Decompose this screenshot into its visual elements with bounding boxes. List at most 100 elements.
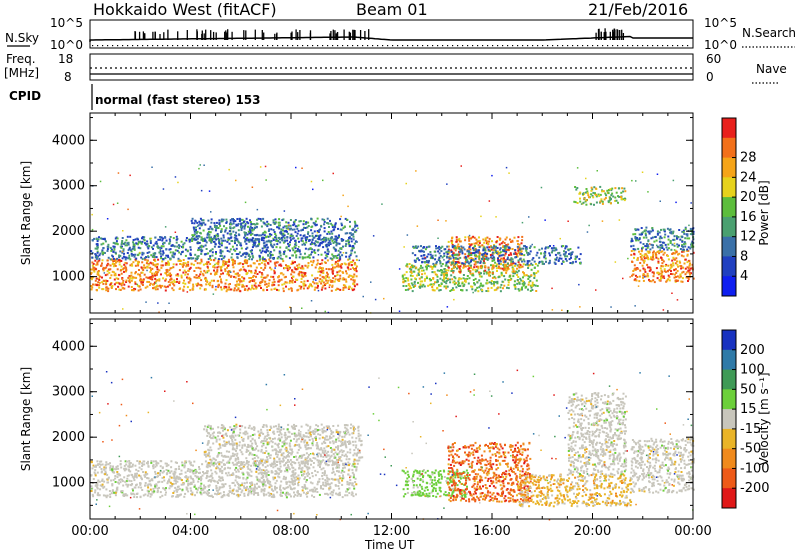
data-cell: [174, 281, 177, 283]
data-cell: [620, 191, 623, 194]
data-cell: [630, 240, 633, 242]
data-cell: [188, 460, 191, 463]
data-cell: [590, 189, 593, 192]
scatter-cell: [631, 179, 633, 182]
scatter-cell: [215, 285, 217, 288]
data-cell: [441, 256, 444, 259]
data-cell: [622, 190, 625, 193]
data-cell: [485, 256, 488, 259]
data-cell: [417, 245, 420, 248]
data-cell: [467, 250, 470, 253]
data-cell: [634, 248, 637, 251]
data-cell: [185, 239, 188, 242]
data-cell: [458, 277, 461, 280]
data-cell: [281, 239, 284, 242]
data-cell: [90, 250, 93, 253]
data-cell: [206, 270, 209, 273]
data-cell: [451, 245, 454, 248]
data-cell: [481, 290, 484, 293]
data-cell: [93, 237, 96, 240]
data-cell: [241, 263, 244, 266]
data-cell: [310, 226, 313, 229]
data-cell: [676, 260, 678, 263]
data-cell: [290, 289, 293, 292]
data-cell: [642, 243, 645, 245]
data-cell: [316, 259, 319, 262]
data-cell: [450, 240, 453, 243]
data-cell: [405, 285, 408, 287]
data-cell: [181, 488, 184, 491]
data-cell: [123, 467, 126, 470]
data-cell: [139, 475, 142, 478]
data-cell: [451, 287, 454, 290]
data-cell: [594, 192, 596, 195]
data-cell: [272, 258, 275, 260]
data-cell: [353, 220, 356, 223]
data-cell: [441, 263, 444, 265]
data-cell: [471, 268, 474, 271]
data-cell: [260, 234, 263, 237]
data-cell: [264, 480, 267, 483]
data-cell: [475, 238, 478, 241]
data-cell: [680, 267, 683, 270]
data-cell: [267, 479, 270, 482]
data-cell: [665, 280, 668, 283]
data-cell: [144, 482, 147, 484]
data-cell: [122, 249, 125, 252]
data-cell: [530, 262, 533, 265]
data-cell: [690, 246, 693, 249]
data-cell: [333, 224, 336, 227]
data-cell: [301, 257, 304, 260]
data-cell: [519, 277, 522, 280]
data-cell: [424, 261, 426, 264]
data-cell: [200, 284, 203, 287]
data-cell: [267, 223, 270, 225]
data-cell: [449, 290, 452, 292]
data-cell: [414, 259, 417, 262]
data-cell: [253, 228, 255, 231]
data-cell: [502, 287, 504, 290]
data-cell: [132, 289, 135, 292]
nsearch-dot: [432, 45, 434, 47]
data-cell: [156, 284, 159, 287]
data-cell: [520, 253, 523, 255]
data-cell: [215, 234, 218, 237]
data-cell: [137, 238, 139, 241]
data-cell: [347, 242, 350, 245]
data-cell: [293, 220, 296, 223]
data-cell: [652, 254, 655, 256]
data-cell: [511, 258, 514, 261]
data-cell: [210, 480, 212, 483]
nsearch-dot: [597, 45, 599, 47]
data-cell: [663, 251, 666, 254]
data-cell: [576, 255, 578, 258]
data-cell: [633, 256, 635, 259]
data-cell: [189, 266, 192, 269]
data-cell: [328, 244, 330, 247]
data-cell: [207, 252, 210, 255]
data-cell: [579, 191, 582, 194]
data-cell: [191, 234, 194, 237]
data-cell: [210, 236, 213, 239]
data-cell: [103, 279, 106, 282]
data-cell: [304, 256, 307, 259]
data-cell: [204, 253, 207, 256]
data-cell: [295, 268, 298, 271]
data-cell: [96, 246, 99, 249]
data-cell: [479, 265, 482, 268]
data-cell: [342, 286, 345, 289]
data-cell: [278, 279, 281, 282]
data-cell: [421, 280, 423, 283]
data-cell: [312, 236, 315, 239]
data-cell: [481, 257, 483, 260]
data-cell: [307, 248, 310, 251]
data-cell: [311, 235, 314, 237]
data-cell: [646, 246, 649, 249]
data-cell: [93, 266, 96, 269]
data-cell: [586, 192, 589, 195]
data-cell: [351, 289, 354, 292]
data-cell: [177, 259, 180, 262]
data-cell: [312, 280, 315, 283]
data-cell: [210, 238, 213, 241]
data-cell: [286, 266, 289, 268]
